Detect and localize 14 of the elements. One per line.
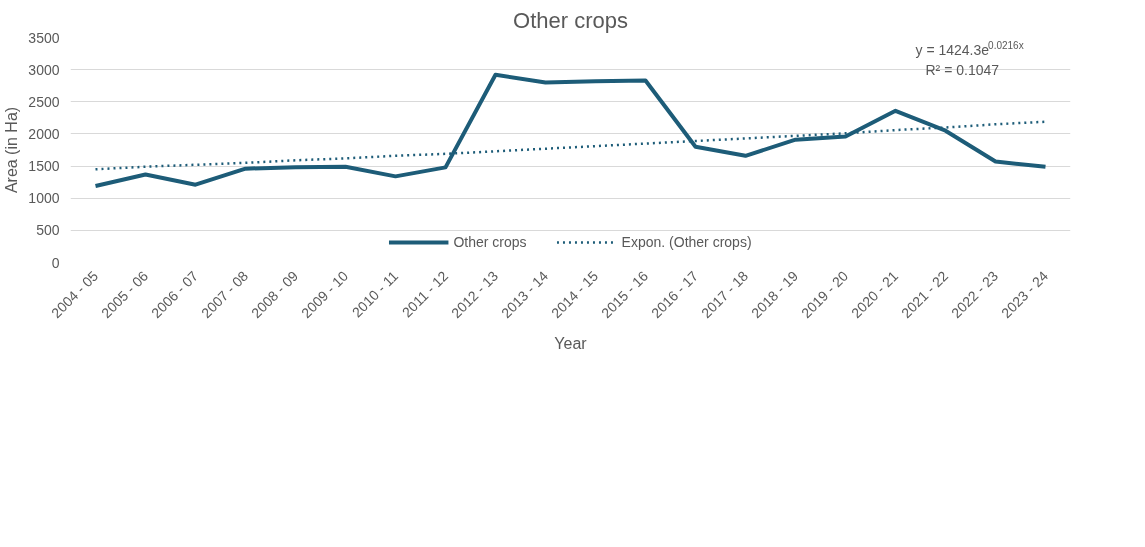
legend-label: Other crops xyxy=(453,234,527,250)
y-tick-label: 3500 xyxy=(28,29,60,46)
y-tick-label: 3000 xyxy=(28,61,60,78)
chart-title: Other crops xyxy=(513,7,628,33)
y-tick-label: 1000 xyxy=(28,190,60,207)
y-axis-title: Area (in Ha) xyxy=(3,106,21,194)
y-tick-label: 500 xyxy=(36,222,60,239)
y-tick-label: 2000 xyxy=(28,125,60,142)
x-axis-title: Year xyxy=(554,334,588,352)
y-tick-label: 0 xyxy=(51,254,60,271)
y-tick-label: 2500 xyxy=(28,93,60,110)
legend-label: Expon. (Other crops) xyxy=(621,234,752,250)
y-tick-label: 1500 xyxy=(28,158,60,175)
annotation: R² = 0.1047 xyxy=(925,62,1000,78)
